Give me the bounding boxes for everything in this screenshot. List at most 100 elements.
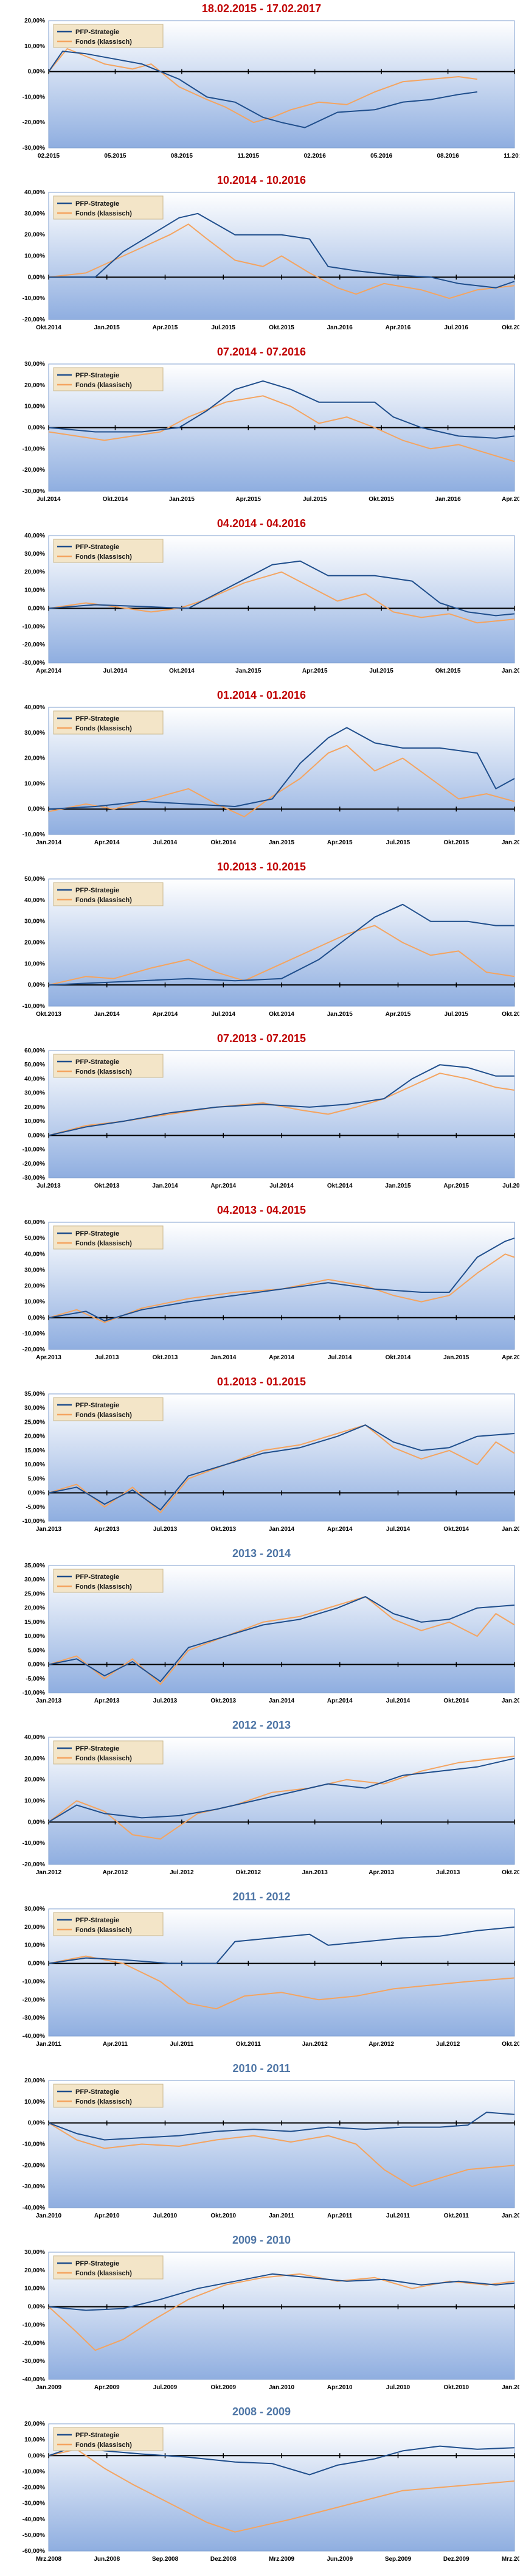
x-tick-label: Dez.2008 [210, 2556, 237, 2563]
x-tick-label: Jan.2010 [269, 2384, 295, 2391]
x-tick-label: Apr.2013 [369, 1869, 394, 1876]
legend-box [53, 1054, 164, 1078]
x-tick-label: Jan.2012 [502, 2213, 519, 2219]
x-tick-label: Mrz.2009 [269, 2556, 295, 2563]
legend: PFP-Strategie Fonds (klassisch) [53, 539, 164, 563]
y-tick-label: -10,00% [23, 295, 45, 302]
chart-panel: 01.2014 - 01.2016 40,00% 30,00% 20,00% 10,00… [0, 687, 523, 858]
x-tick-label: Jul.2013 [436, 1869, 460, 1876]
chart-panel: 07.2013 - 07.2015 60,00% 50,00% 40,00% 30,00… [0, 1030, 523, 1202]
chart-title: 10.2014 - 10.2016 [216, 174, 307, 186]
y-tick-label: 0,00% [28, 1819, 45, 1825]
legend-label: PFP-Strategie [75, 1745, 119, 1752]
y-tick-label: 0,00% [28, 1132, 45, 1139]
legend-box [53, 710, 164, 735]
x-tick-label: Jan.2010 [36, 2213, 62, 2219]
x-tick-label: Jul.2014 [386, 1526, 410, 1533]
y-tick-label: 40,00% [24, 1734, 45, 1741]
x-tick-label: 02.2016 [304, 153, 327, 159]
line-chart: 40,00% 30,00% 20,00% 10,00% 0,00% -10,00% -20,… [23, 533, 519, 674]
x-tick-label: Okt.2015 [369, 496, 394, 503]
line-chart: 20,00%10,00%0,00%-10,00%-20,00%-30,00%02… [23, 18, 519, 159]
x-tick-label: Jan.2013 [302, 1869, 328, 1876]
y-tick-label: -60,00% [23, 2548, 45, 2555]
y-tick-label: 0,00% [28, 605, 45, 612]
y-tick-label: 30,00% [24, 551, 45, 558]
x-tick-label: Sep.2009 [385, 2556, 412, 2563]
chart-title: 18.02.2015 - 17.02.2017 [201, 2, 322, 15]
x-tick-label: 11.2016 [504, 153, 519, 159]
x-tick-label: Jan.2013 [36, 1698, 62, 1704]
x-tick-label: Jan.2014 [269, 1698, 295, 1704]
x-tick-label: Okt.2014 [269, 1011, 294, 1018]
x-tick-label: Apr.2015 [443, 1183, 469, 1189]
legend-label: PFP-Strategie [75, 2260, 119, 2267]
legend-box [53, 367, 164, 391]
x-tick-label: Apr.2010 [94, 2213, 120, 2219]
x-tick-label: Jul.2010 [386, 2384, 410, 2391]
y-tick-label: 0,00% [28, 2120, 45, 2127]
x-tick-label: Okt.2015 [435, 668, 461, 674]
x-tick-label: Jul.2015 [212, 324, 236, 331]
y-tick-label: -20,00% [23, 2340, 45, 2347]
y-tick-label: 30,00% [24, 361, 45, 368]
x-tick-label: Jan.2015 [502, 1698, 519, 1704]
legend: PFP-Strategie Fonds (klassisch) [53, 882, 164, 906]
chart-panel: 2008 - 2009 20,00% 10,00% 0,00% -10,00% -20,0… [0, 2403, 523, 2575]
y-tick-label: -40,00% [23, 2205, 45, 2211]
x-tick-label: Okt.2014 [36, 324, 61, 331]
y-tick-label: 20,00% [24, 2077, 45, 2084]
x-tick-label: Jan.2015 [385, 1183, 411, 1189]
chart-title: 01.2014 - 01.2016 [216, 689, 307, 701]
y-tick-label: 20,00% [24, 569, 45, 576]
line-chart: 60,00% 50,00% 40,00% 30,00% 20,00% 10,00% 0,00… [23, 1048, 519, 1189]
y-tick-label: -20,00% [23, 1346, 45, 1353]
legend: PFP-Strategie Fonds (klassisch) [53, 2255, 164, 2280]
y-tick-label: -20,00% [23, 2485, 45, 2491]
series-line-pfp-strategie [48, 2112, 515, 2141]
y-tick-label: 5,00% [28, 1647, 45, 1654]
chart-panel: 01.2013 - 01.2015 35,00% 30,00% 25,00% 20,00… [0, 1373, 523, 1545]
legend-label: PFP-Strategie [75, 1230, 119, 1237]
line-chart: 30,00% 20,00% 10,00% 0,00% -10,00% -20,00% -30… [23, 1906, 519, 2048]
y-tick-label: 0,00% [28, 2304, 45, 2311]
x-tick-label: Jan.2009 [36, 2384, 62, 2391]
x-tick-label: Apr.2015 [327, 839, 353, 846]
series-line-pfp-strategie [48, 2273, 515, 2311]
y-tick-label: 0,00% [28, 982, 45, 989]
y-tick-label: 20,00% [24, 940, 45, 947]
y-tick-label: -10,00% [23, 1690, 45, 1696]
series-line-fonds-klassisch [48, 1755, 515, 1840]
x-tick-label: Jan.2011 [36, 2041, 61, 2048]
series-line-pfp-strategie [48, 2445, 515, 2476]
x-tick-label: Jan.2012 [302, 2041, 328, 2048]
y-tick-label: 40,00% [24, 533, 45, 539]
x-tick-label: Jul.2011 [170, 2041, 193, 2048]
y-tick-label: -5,00% [26, 1676, 45, 1682]
x-tick-label: Jan.2015 [269, 839, 295, 846]
x-tick-label: Apr.2010 [327, 2384, 353, 2391]
y-tick-label: -20,00% [23, 1161, 45, 1167]
chart-panel: 10.2013 - 10.2015 50,00% 40,00% 30,00% 20,00… [0, 858, 523, 1030]
x-tick-label: Jan.2012 [36, 1869, 62, 1876]
y-tick-label: 35,00% [24, 1563, 45, 1569]
series-line-fonds-klassisch [48, 925, 515, 986]
chart-panel: 07.2014 - 07.2016 30,00% 20,00% 10,00% 0,00%… [0, 343, 523, 515]
chart-title: 10.2013 - 10.2015 [216, 861, 307, 873]
legend-label: Fonds (klassisch) [75, 382, 132, 389]
chart-panel: 10.2014 - 10.2016 40,00% 30,00% 20,00% 10,00… [0, 172, 523, 343]
series-line-fonds-klassisch [48, 223, 515, 299]
x-tick-label: Jul.2012 [170, 1869, 194, 1876]
x-tick-label: Apr.2015 [235, 496, 261, 503]
y-tick-label: 20,00% [24, 2267, 45, 2274]
y-tick-label: -20,00% [23, 2162, 45, 2169]
x-tick-label: Okt.2012 [235, 1869, 261, 1876]
y-tick-label: 0,00% [28, 806, 45, 813]
x-tick-label: Apr.2014 [36, 668, 61, 674]
y-tick-label: 30,00% [24, 1906, 45, 1913]
line-chart: 40,00%30,00%20,00%10,00%0,00%-10,00%Jan.… [23, 704, 519, 846]
x-tick-label: Sep.2008 [152, 2556, 179, 2563]
legend-box [53, 1740, 164, 1765]
y-tick-label: 50,00% [24, 1062, 45, 1068]
y-tick-label: -20,00% [23, 642, 45, 648]
